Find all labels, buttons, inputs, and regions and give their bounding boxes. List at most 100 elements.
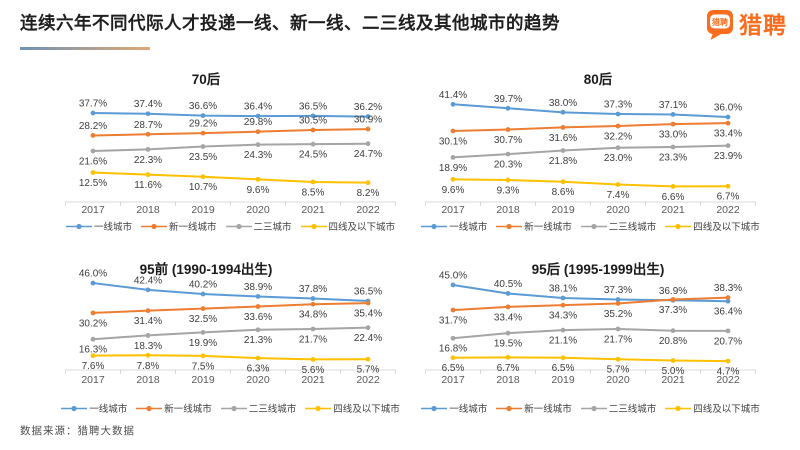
data-point	[365, 180, 371, 186]
data-label: 23.9%	[714, 151, 742, 162]
series-line-1	[452, 122, 729, 132]
data-point	[200, 353, 206, 359]
brand-logo: 猎聘 猎聘	[706, 9, 787, 41]
data-label: 19.9%	[189, 338, 217, 349]
data-label: 9.6%	[442, 185, 465, 196]
data-point	[450, 335, 456, 341]
data-point	[560, 302, 566, 308]
data-point	[145, 172, 151, 178]
data-label: 20.3%	[494, 160, 522, 171]
data-point	[670, 328, 676, 334]
data-point	[365, 325, 371, 331]
data-point	[255, 142, 261, 148]
data-label: 36.4%	[714, 307, 742, 318]
data-label: 4.7%	[717, 367, 740, 378]
legend-item: 二三线城市	[580, 401, 656, 415]
legend-swatch-icon	[580, 405, 607, 411]
data-point	[560, 125, 566, 130]
data-label: 36.5%	[299, 101, 327, 112]
data-point	[310, 357, 316, 362]
data-label: 37.8%	[299, 284, 327, 295]
data-point	[145, 131, 151, 137]
x-tick-label: 2018	[136, 374, 160, 386]
data-label: 32.5%	[189, 314, 217, 325]
legend-label: 新一线城市	[524, 222, 572, 233]
data-point	[90, 133, 96, 138]
legend-item: 新一线城市	[140, 219, 217, 233]
series-line-1	[92, 128, 369, 137]
data-point	[255, 304, 261, 309]
data-point	[145, 333, 151, 338]
legend-item: 四线及以下城市	[300, 219, 396, 233]
legend-item: 二三线城市	[580, 219, 656, 233]
legend-swatch-icon	[136, 405, 163, 411]
data-point	[670, 121, 676, 127]
data-label: 6.7%	[497, 363, 520, 374]
data-point	[725, 328, 731, 334]
data-point	[725, 358, 731, 364]
data-point	[615, 111, 621, 117]
data-point	[310, 141, 316, 147]
data-point	[725, 143, 731, 148]
legend-item: 新一线城市	[496, 219, 572, 233]
data-point	[505, 177, 511, 183]
data-point	[505, 291, 511, 296]
data-point	[615, 145, 621, 151]
legend-item: 二三城市	[225, 219, 292, 233]
title-underline	[20, 47, 150, 50]
data-label: 7.5%	[192, 361, 215, 372]
legend-swatch-icon	[421, 405, 448, 411]
legend-label: 一线城市	[449, 222, 488, 233]
data-point	[505, 151, 511, 157]
legend-swatch-icon	[665, 223, 692, 229]
data-label: 16.3%	[79, 345, 107, 356]
data-label: 7.4%	[607, 190, 630, 201]
data-label: 21.3%	[244, 335, 272, 346]
data-point	[615, 326, 621, 332]
legend-item: 新一线城市	[496, 401, 572, 415]
legend-label: 四线及以下城市	[328, 222, 396, 233]
data-point	[255, 129, 261, 135]
x-tick-label: 2021	[661, 204, 685, 216]
data-point	[310, 127, 316, 133]
data-point	[200, 130, 206, 136]
data-point	[90, 280, 96, 286]
data-point	[145, 111, 151, 117]
data-point	[200, 329, 206, 335]
chart-pre-95: 2017 2018 2019 2020 2021 2022 46.0% 42.4% 40.2% 3…	[8, 254, 404, 415]
chart-post-95: 2017 2018 2019 2020 2021 2022 45.0% 40.5% 38.1% 3…	[400, 254, 796, 415]
legend-swatch-icon	[300, 223, 327, 229]
data-label: 37.3%	[604, 99, 632, 110]
data-label: 6.5%	[552, 363, 575, 374]
series-line-3	[452, 178, 729, 188]
data-point	[310, 113, 316, 119]
series-line-2	[452, 327, 729, 340]
data-label: 33.4%	[494, 312, 522, 323]
data-point	[615, 297, 621, 302]
x-tick-label: 2018	[136, 204, 160, 216]
data-point	[255, 176, 261, 182]
data-point	[365, 141, 371, 147]
chart-title: 70后	[191, 72, 221, 87]
data-label: 18.3%	[134, 341, 162, 352]
legend-item: 新一线城市	[136, 401, 212, 415]
data-point	[145, 287, 151, 293]
data-label: 24.5%	[299, 150, 327, 161]
data-point	[670, 144, 676, 150]
data-point	[450, 128, 456, 134]
line-plot: 2017 2018 2019 2020 2021 2022 37.7% 37.4% 36.6% 3…	[65, 99, 396, 216]
x-tick-label: 2018	[496, 204, 520, 216]
x-tick-label: 2019	[551, 374, 575, 386]
legend-item: 一线城市	[61, 401, 127, 415]
data-point	[560, 295, 566, 301]
data-label: 21.1%	[549, 336, 577, 347]
chart-title: 95前 (1990-1994出生)	[139, 262, 273, 277]
chart-legend: 一线城市 新一线城市 二三线城市 四线及以下城市	[421, 401, 760, 415]
data-label: 30.7%	[494, 135, 522, 146]
data-label: 5.0%	[662, 366, 685, 377]
legend-swatch-icon	[225, 223, 252, 229]
x-tick-label: 2020	[246, 374, 270, 386]
legend-swatch-icon	[496, 223, 523, 229]
data-label: 21.8%	[549, 156, 577, 167]
data-point	[255, 355, 261, 361]
